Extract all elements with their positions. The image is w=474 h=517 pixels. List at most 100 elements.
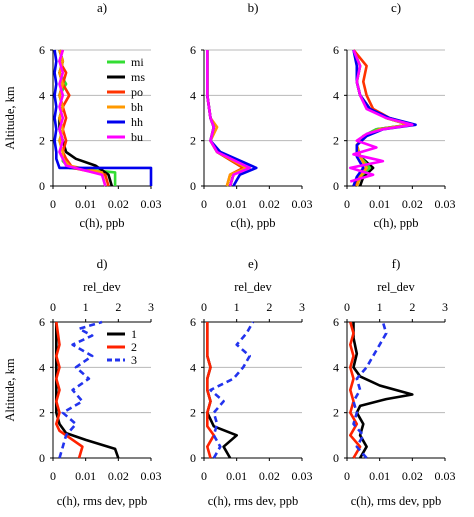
- x-tick-label: 0.01: [369, 469, 390, 483]
- y-tick-label: 0: [190, 451, 196, 465]
- top-axis-label: rel_dev: [234, 280, 272, 294]
- legend-label: bu: [131, 130, 143, 144]
- y-tick-label: 4: [333, 88, 339, 102]
- series-line: [206, 50, 245, 187]
- series-line: [348, 321, 362, 459]
- legend-label: ms: [131, 70, 145, 84]
- y-axis-label: Altitude, km: [3, 358, 17, 421]
- y-tick-label: 2: [190, 406, 196, 420]
- y-tick-label: 4: [190, 360, 196, 374]
- series-line-hh: [53, 49, 153, 186]
- y-tick-label: 6: [39, 315, 45, 329]
- x-tick-label: 0.02: [259, 469, 280, 483]
- y-axis-label: Altitude, km: [3, 86, 17, 149]
- panel-label: f): [392, 256, 401, 271]
- legend-label: hh: [131, 115, 143, 129]
- x-tick-label: 0.01: [75, 469, 96, 483]
- legend-label: po: [131, 85, 143, 99]
- y-tick-label: 2: [39, 134, 45, 148]
- top-tick-label: 1: [234, 300, 240, 314]
- chart-panel-c: c) 0 2 4 6 0 0.01 0.02 0.03 c(h), ppb: [333, 0, 456, 230]
- y-tick-label: 6: [39, 43, 45, 57]
- legend-label: 3: [131, 353, 137, 367]
- x-tick-label: 0.03: [141, 197, 162, 211]
- x-tick-label: 0.02: [402, 469, 423, 483]
- series-line-3: [58, 320, 103, 459]
- x-tick-label: 0.03: [435, 197, 456, 211]
- top-tick-label: 3: [442, 300, 448, 314]
- series-line-2: [54, 321, 84, 459]
- x-tick-label: 0: [201, 469, 207, 483]
- x-tick-label: 0.02: [108, 197, 129, 211]
- y-tick-label: 2: [333, 134, 339, 148]
- x-tick-label: 0.01: [226, 197, 247, 211]
- y-tick-label: 2: [39, 406, 45, 420]
- x-axis-label: c(h), ppb: [79, 216, 124, 230]
- chart-panel-a: a) 0 2 4 6 0 0.01 0.02 0.03 c(h), ppb Altitude, km…: [3, 0, 162, 230]
- y-tick-label: 2: [333, 406, 339, 420]
- top-tick-label: 1: [377, 300, 383, 314]
- x-tick-label: 0.03: [292, 197, 313, 211]
- x-tick-label: 0.03: [141, 469, 162, 483]
- panel-label: a): [97, 0, 107, 15]
- chart-panel-b: b) 0 2 4 6 0 0.01 0.02 0.03 c(h), ppb: [190, 0, 313, 230]
- series-line: [352, 321, 388, 459]
- top-tick-label: 0: [50, 300, 56, 314]
- top-axis-label: rel_dev: [83, 280, 121, 294]
- x-axis-label: c(h), ppb: [373, 216, 418, 230]
- panel-label: c): [391, 0, 401, 15]
- legend-label: 2: [131, 340, 137, 354]
- top-tick-label: 0: [344, 300, 350, 314]
- x-tick-label: 0.01: [226, 469, 247, 483]
- x-axis-label: c(h), rms dev, ppb: [351, 494, 442, 508]
- y-tick-label: 4: [39, 360, 45, 374]
- series-line: [206, 322, 216, 459]
- x-tick-label: 0: [50, 197, 56, 211]
- x-tick-label: 0: [201, 197, 207, 211]
- y-tick-label: 0: [333, 179, 339, 193]
- y-tick-label: 4: [333, 360, 339, 374]
- y-tick-label: 6: [190, 315, 196, 329]
- legend-label: bh: [131, 100, 143, 114]
- x-tick-label: 0.02: [402, 197, 423, 211]
- x-tick-label: 0.02: [259, 197, 280, 211]
- x-axis-label: c(h), rms dev, ppb: [208, 494, 299, 508]
- y-tick-label: 0: [39, 179, 45, 193]
- x-axis-label: c(h), rms dev, ppb: [57, 494, 148, 508]
- series-line-bu: [58, 49, 107, 187]
- y-tick-label: 6: [333, 315, 339, 329]
- top-tick-label: 0: [201, 300, 207, 314]
- panel-label: d): [97, 256, 108, 271]
- y-tick-label: 6: [190, 43, 196, 57]
- top-tick-label: 2: [266, 300, 272, 314]
- series-line: [206, 50, 251, 187]
- x-tick-label: 0: [344, 197, 350, 211]
- panel-label: e): [248, 256, 258, 271]
- x-axis-label: c(h), ppb: [230, 216, 275, 230]
- y-tick-label: 4: [39, 88, 45, 102]
- x-tick-label: 0: [50, 469, 56, 483]
- x-tick-label: 0.01: [75, 197, 96, 211]
- series-line: [348, 49, 414, 183]
- x-tick-label: 0: [344, 469, 350, 483]
- x-tick-label: 0.03: [435, 469, 456, 483]
- x-tick-label: 0.02: [108, 469, 129, 483]
- y-tick-label: 6: [333, 43, 339, 57]
- series-line: [206, 50, 248, 187]
- series-line: [206, 50, 258, 187]
- x-tick-label: 0.03: [292, 469, 313, 483]
- top-tick-label: 3: [148, 300, 154, 314]
- y-tick-label: 0: [190, 179, 196, 193]
- y-tick-label: 0: [39, 451, 45, 465]
- x-tick-label: 0.01: [369, 197, 390, 211]
- y-tick-label: 0: [333, 451, 339, 465]
- top-tick-label: 2: [409, 300, 415, 314]
- panel-label: b): [248, 0, 259, 15]
- y-tick-label: 4: [190, 88, 196, 102]
- y-tick-label: 2: [190, 134, 196, 148]
- top-tick-label: 1: [83, 300, 89, 314]
